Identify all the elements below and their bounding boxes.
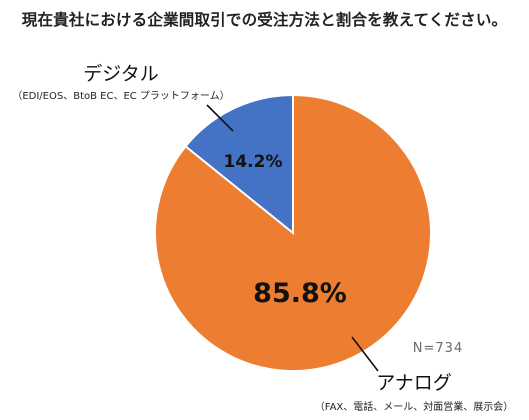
leader-line-digital	[206, 104, 234, 132]
sublabel-analog: （FAX、電話、メール、対面営業、展示会）	[315, 400, 514, 413]
slice-analog	[154, 93, 432, 372]
leader-line-analog	[351, 336, 379, 372]
chart-title: 現在貴社における企業間取引での受注方法と割合を教えてください。	[21, 11, 508, 29]
label-digital: デジタル	[83, 63, 159, 85]
value-label-analog: 85.8%	[253, 278, 347, 309]
value-label-digital: 14.2%	[224, 152, 283, 172]
sublabel-digital: （EDI/EOS、BtoB EC、EC プラットフォーム）	[12, 90, 229, 102]
slice-digital	[184, 93, 294, 236]
label-analog: アナログ	[376, 372, 452, 394]
sample-size-note: N=734	[413, 341, 463, 356]
